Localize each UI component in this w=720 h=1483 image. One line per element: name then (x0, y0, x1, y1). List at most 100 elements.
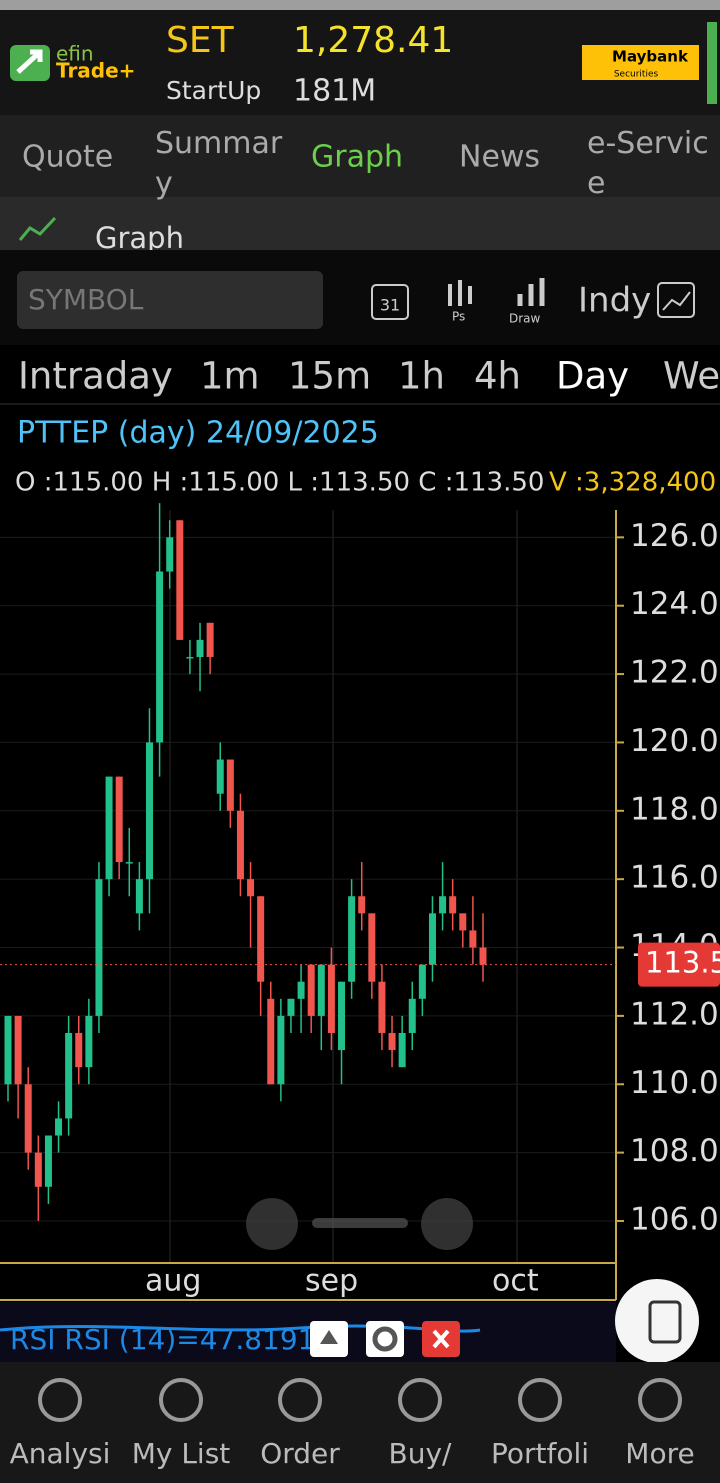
close-icon (432, 1329, 450, 1349)
candle-body (125, 862, 133, 864)
rotate-button[interactable] (615, 1279, 699, 1363)
zoom-in[interactable] (421, 1198, 473, 1250)
candle-body (236, 810, 244, 880)
nav-icon[interactable] (159, 1378, 203, 1422)
candle-body (95, 879, 103, 1016)
candle-body (145, 742, 153, 880)
ps-label: Ps (452, 310, 465, 324)
calendar-button[interactable] (371, 284, 409, 320)
y-tick-label: 118.00 (630, 791, 720, 827)
settings-icon (372, 1326, 398, 1352)
timeframe[interactable]: We (663, 355, 720, 398)
timeframe[interactable]: Day (556, 355, 629, 398)
candle-body (348, 896, 356, 982)
move-up-icon (320, 1330, 338, 1344)
volume-text: V :3,328,400 (549, 468, 716, 498)
timeframe-bar (0, 345, 720, 405)
candle-body (196, 639, 204, 657)
settings-button[interactable] (366, 1321, 404, 1357)
y-tick-label: 120.00 (630, 723, 720, 759)
status-bar (0, 0, 720, 10)
timeframe[interactable]: 15m (288, 355, 371, 398)
candle-body (55, 1118, 63, 1136)
candle-body (4, 1015, 12, 1085)
candles (0, 503, 616, 1222)
nav-label[interactable]: My List (132, 1437, 231, 1470)
nav-label[interactable]: Portfoli (491, 1437, 589, 1470)
y-tick-label: 122.00 (630, 655, 720, 691)
candle-body (408, 998, 416, 1033)
symbol-input[interactable] (17, 271, 323, 329)
section-title: Graph (95, 221, 184, 255)
candle-body (368, 913, 376, 982)
candle-body (206, 622, 214, 657)
nav-icon[interactable] (278, 1378, 322, 1422)
calendar-day: 31 (380, 296, 400, 315)
candle-body (44, 1135, 52, 1187)
nav-icon[interactable] (518, 1378, 562, 1422)
logo-top: efin (56, 42, 94, 66)
symbol-placeholder: SYMBOL (28, 283, 144, 316)
candle-body (378, 981, 386, 1033)
y-tick-label: 106.00 (630, 1201, 720, 1237)
indy-icon[interactable] (657, 282, 695, 318)
ps-icon[interactable] (448, 280, 472, 306)
nav-icon[interactable] (398, 1378, 442, 1422)
market: StartUp (166, 76, 261, 105)
nav-label[interactable]: Buy/ (389, 1437, 453, 1470)
month-label: sep (305, 1264, 358, 1299)
tab[interactable]: Quote (22, 140, 113, 175)
indy-label[interactable]: Indy (578, 281, 651, 321)
y-tick-label: 116.00 (630, 860, 720, 896)
index-name: SET (166, 20, 235, 61)
tab[interactable]: News (459, 140, 540, 175)
month-label: aug (145, 1264, 201, 1299)
candle-body (338, 981, 346, 1051)
tab-bar (0, 115, 720, 197)
candle-body (287, 998, 295, 1016)
candle-body (75, 1032, 83, 1068)
month-label: oct (492, 1264, 539, 1299)
draw-label: Draw (509, 312, 541, 326)
candle-body (459, 913, 467, 931)
candle-body (398, 1032, 406, 1068)
tab[interactable]: e-Servic e (587, 126, 709, 201)
broker: Maybank (612, 48, 689, 66)
candle-body (176, 520, 184, 640)
timeframe[interactable]: 1h (398, 355, 445, 398)
candle-body (277, 1015, 285, 1085)
nav-label[interactable]: More (625, 1437, 694, 1470)
nav-icon[interactable] (638, 1378, 682, 1422)
tab[interactable]: Graph (311, 140, 403, 175)
last-price-label: 113.5 (645, 946, 720, 980)
last-price-box (638, 942, 720, 987)
candle-body (439, 896, 447, 914)
zoom-out[interactable] (246, 1198, 298, 1250)
broker-sub: Securities (614, 70, 659, 80)
nav-label[interactable]: Analysi (10, 1437, 111, 1470)
candle-body (317, 964, 325, 1016)
candle-body (358, 896, 366, 914)
timeframe[interactable]: Intraday (18, 355, 173, 398)
zoom-slider[interactable] (312, 1218, 408, 1228)
nav-icon[interactable] (38, 1378, 82, 1422)
timeframe[interactable]: 1m (200, 355, 260, 398)
candle-body (156, 571, 164, 743)
candle-body (14, 1015, 22, 1085)
y-tick-label: 112.00 (630, 996, 720, 1032)
candle-body (115, 776, 123, 863)
nav-label[interactable]: Order (260, 1437, 340, 1470)
indicator-panel (0, 1302, 616, 1362)
index-value: 1,278.41 (293, 20, 453, 61)
candle-body (469, 930, 477, 948)
y-tick-label: 110.00 (630, 1065, 720, 1101)
candle-body (65, 1032, 73, 1119)
chart-title: PTTEP (day) 24/09/2025 (17, 416, 379, 451)
candle-body (449, 896, 457, 914)
tab[interactable]: Summar y (155, 126, 283, 201)
timeframe[interactable]: 4h (474, 355, 521, 398)
broker-logo (582, 45, 699, 80)
draw-icon[interactable] (517, 278, 545, 306)
